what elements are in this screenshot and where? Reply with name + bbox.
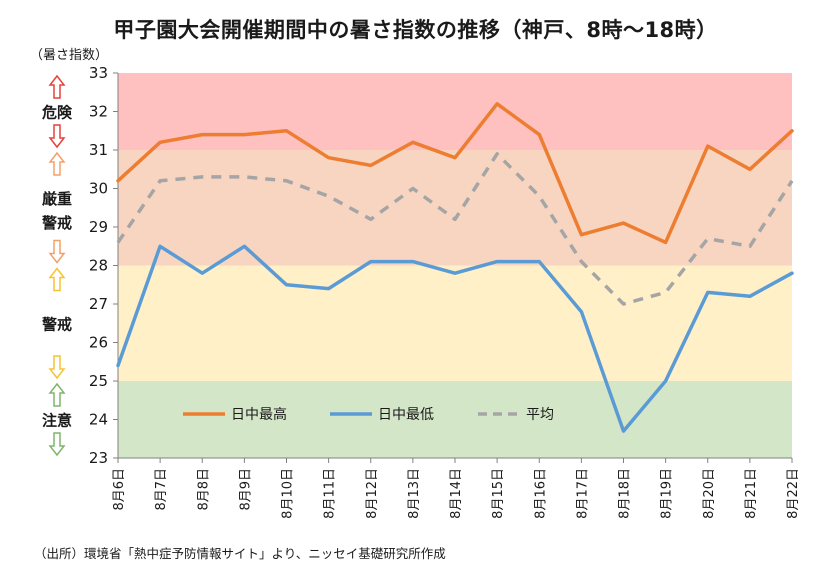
source-note: （出所）環境省「熱中症予防情報サイト」より、ニッセイ基礎研究所作成	[34, 546, 446, 561]
band-3	[118, 381, 792, 458]
down-arrow-icon	[48, 124, 66, 149]
x-tick-label: 8月17日	[575, 468, 590, 519]
up-arrow-icon	[48, 151, 66, 176]
x-tick-label: 8月8日	[196, 468, 211, 511]
x-tick-label: 8月11日	[323, 468, 338, 519]
down-arrow-icon	[48, 432, 66, 457]
x-tick-label: 8月15日	[491, 468, 506, 519]
band-0	[118, 73, 792, 150]
series-line-2	[116, 152, 794, 306]
series-line-1	[116, 244, 794, 433]
x-tick-label: 8月6日	[112, 468, 127, 511]
y-tick-label: 28	[89, 257, 108, 275]
y-tick-label: 29	[89, 218, 108, 236]
legend-label: 日中最高	[231, 406, 287, 423]
y-tick-label: 32	[89, 103, 108, 121]
y-tick-label: 33	[89, 64, 108, 82]
x-tick-label: 8月10日	[281, 468, 296, 519]
band-1	[118, 150, 792, 266]
down-arrow-icon	[48, 355, 66, 380]
band-label: 危険	[42, 104, 73, 122]
x-tick-label: 8月7日	[154, 468, 169, 511]
band-label: 注意	[42, 412, 72, 430]
x-tick-label: 8月20日	[702, 468, 717, 519]
up-arrow-icon	[48, 74, 66, 99]
x-tick-label: 8月9日	[238, 468, 253, 511]
up-arrow-icon	[48, 382, 66, 407]
band-label: 警戒	[41, 214, 72, 232]
x-tick-label: 8月13日	[407, 468, 422, 519]
y-tick-label: 30	[89, 180, 108, 198]
x-tick-label: 8月16日	[533, 468, 548, 519]
x-tick-label: 8月19日	[660, 468, 675, 519]
band-label: 厳重	[42, 190, 72, 208]
y-axis-unit-label: （暑さ指数）	[30, 48, 109, 63]
y-tick-label: 25	[89, 372, 108, 390]
chart-title: 甲子園大会開催期間中の暑さ指数の推移（神戸、8時～18時）	[113, 18, 718, 42]
y-tick-label: 27	[89, 295, 108, 313]
y-tick-label: 26	[89, 334, 108, 352]
x-tick-label: 8月18日	[618, 468, 633, 519]
series-line-0	[116, 102, 794, 245]
legend-label: 日中最低	[378, 407, 434, 423]
legend-label: 平均	[526, 407, 554, 423]
x-tick-label: 8月14日	[449, 468, 464, 519]
band-2	[118, 265, 792, 381]
y-tick-label: 24	[89, 411, 108, 429]
y-tick-label: 23	[89, 449, 108, 467]
y-tick-label: 31	[89, 141, 108, 159]
up-arrow-icon	[48, 267, 66, 292]
x-tick-label: 8月22日	[786, 468, 801, 519]
x-tick-label: 8月21日	[744, 468, 759, 519]
down-arrow-icon	[48, 239, 66, 264]
x-tick-label: 8月12日	[365, 468, 380, 519]
band-label: 警戒	[41, 315, 72, 333]
